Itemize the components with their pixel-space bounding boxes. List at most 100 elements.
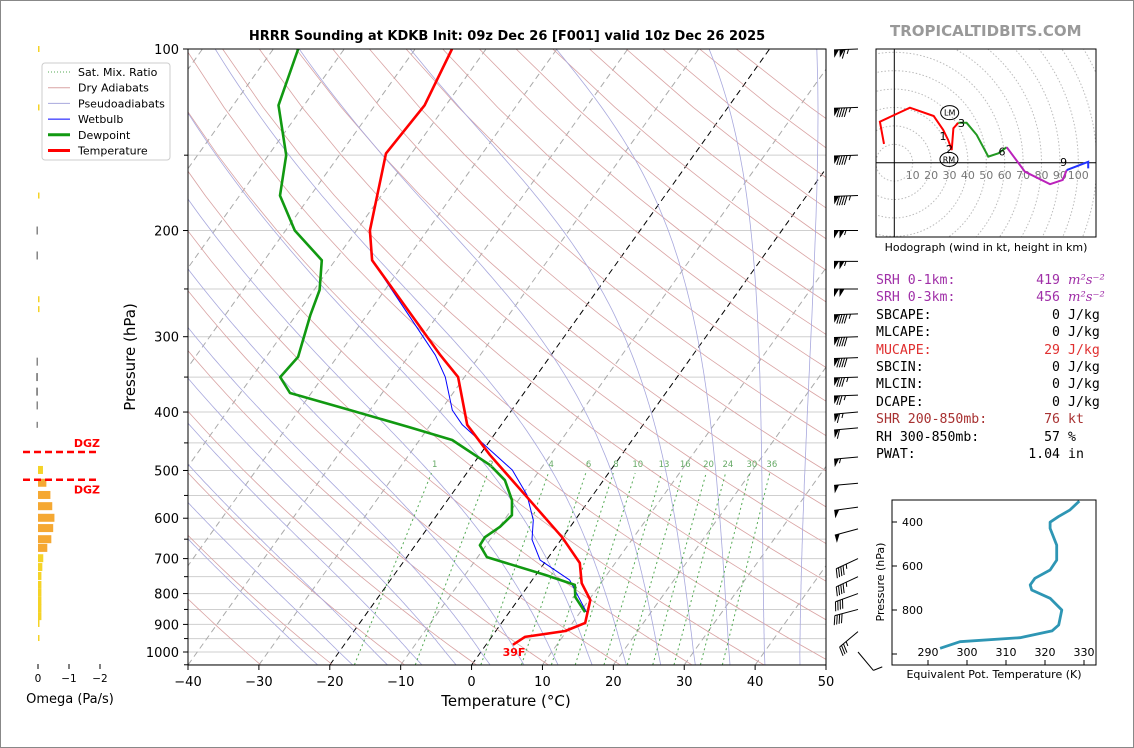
- skewt-axes: 1 2 4 6 8 10 13 16 20 24 30 36−40 −30 −20 −10 0 10 20 30 40…: [146, 43, 834, 690]
- y-tick-label: 300: [154, 331, 179, 346]
- dry-adiabat: [188, 170, 765, 665]
- storm-motion-marker: [939, 151, 959, 167]
- hodograph-frame: [875, 48, 1097, 238]
- stat-unit: kt: [1068, 412, 1084, 428]
- omega-bar: [36, 421, 38, 428]
- stat-row: RH 300-850mb: 57%: [876, 429, 1105, 446]
- x-tick-label: 40: [747, 675, 764, 690]
- y-tick-label: 700: [154, 553, 179, 568]
- x-tick-label: 20: [605, 675, 622, 690]
- hodograph-ring-label: 50: [979, 169, 993, 182]
- barb-line: [838, 395, 843, 405]
- omega-bar: [38, 478, 47, 487]
- barb-staff: [833, 106, 859, 109]
- barb-staff: [833, 336, 859, 339]
- wind-barb: [834, 456, 859, 468]
- y-tick-label: 100: [154, 43, 179, 58]
- stat-value: 0: [1052, 394, 1060, 410]
- brand-watermark: TROPICALTIDBITS.COM: [890, 22, 1082, 40]
- x-tick-label: 10: [534, 675, 551, 690]
- stat-row: MLCIN: 0 J/kg: [876, 376, 1105, 393]
- barb-half: [848, 107, 851, 113]
- legend-label: Pseudoadiabats: [78, 97, 165, 110]
- y-axis-label: Pressure (hPa): [121, 303, 139, 411]
- barb-line: [873, 666, 883, 671]
- barb-line: [838, 377, 843, 387]
- barb-line: [840, 584, 843, 595]
- barb-staff: [834, 506, 859, 511]
- pseudoadiabat: [188, 377, 457, 665]
- dry-adiabat: [515, 49, 826, 303]
- stat-row: MUCAPE: 29 J/kg: [876, 342, 1105, 359]
- mixing-ratio-label: 36: [766, 460, 777, 470]
- barb-line: [838, 567, 841, 578]
- x-tick-label: −30: [245, 675, 272, 690]
- barb-line: [836, 314, 840, 324]
- omega-bar: [36, 251, 38, 260]
- wind-barbs: [825, 48, 883, 671]
- barb-half: [845, 641, 849, 647]
- storm-motion-marker: [940, 105, 960, 121]
- mixing-ratio-line: [550, 472, 614, 665]
- theta-e-y-label: 800: [902, 604, 923, 617]
- hodograph-ring-label: 100: [1068, 169, 1089, 182]
- omega-bar: [38, 618, 40, 627]
- theta-e-panel: 400 600 800 290 300 310 320 330 Equivalent Pot. …: [874, 499, 1097, 681]
- mixing-ratio-label: 30: [746, 460, 757, 470]
- pseudoadiabat: [214, 49, 627, 665]
- wind-barb: [834, 230, 858, 239]
- dry-adiabat: [405, 49, 826, 402]
- wind-barb: [839, 631, 859, 657]
- dry-adiabat: [479, 49, 826, 335]
- barb-line: [838, 585, 841, 596]
- wind-barb: [834, 506, 859, 519]
- wind-barb: [834, 528, 859, 543]
- barb-flag: [834, 533, 840, 543]
- wind-barb: [833, 48, 859, 59]
- temperature-line: [368, 49, 592, 646]
- mixing-ratio-line: [603, 472, 662, 665]
- wind-barb: [833, 106, 859, 118]
- storm-motion-label: RM: [943, 155, 956, 164]
- barb-flag: [834, 337, 840, 346]
- omega-bar: [38, 543, 48, 552]
- mixing-ratio-line: [574, 472, 636, 665]
- barb-line: [841, 49, 846, 59]
- stat-value: 419: [1036, 273, 1060, 288]
- barb-line: [836, 155, 840, 166]
- barb-staff: [839, 631, 859, 648]
- barb-staff: [836, 558, 859, 570]
- barb-staff: [836, 576, 859, 588]
- barb-line: [842, 643, 848, 653]
- stat-label: SBCIN:: [876, 360, 924, 376]
- stat-label: DCAPE:: [876, 394, 924, 410]
- x-tick-label: 30: [676, 675, 693, 690]
- barb-flag: [834, 261, 839, 270]
- omega-axis-label: Omega (Pa/s): [26, 692, 114, 707]
- wind-barb: [833, 154, 859, 166]
- barb-half: [845, 582, 848, 587]
- barb-staff: [834, 411, 859, 415]
- theta-e-x-axis-label: Equivalent Pot. Temperature (K): [906, 668, 1081, 681]
- barb-flag: [834, 288, 839, 297]
- barb-line: [841, 195, 845, 206]
- omega-bar: [38, 635, 40, 642]
- omega-bar: [38, 104, 40, 111]
- barb-line: [843, 195, 848, 206]
- dry-adiabat: [188, 290, 621, 665]
- dry-adiabat: [258, 49, 826, 545]
- theta-e-y-axis-label: Pressure (hPa): [874, 543, 887, 622]
- barb-line: [836, 413, 841, 423]
- hodograph-segment: [958, 121, 1008, 158]
- stat-row: SBCAPE: 0 J/kg: [876, 307, 1105, 324]
- surface-temp-label: 39F: [503, 646, 526, 659]
- stat-row: MLCAPE: 0 J/kg: [876, 324, 1105, 341]
- mixing-ratio-label: 1: [432, 460, 437, 470]
- mixing-ratio-label: 13: [659, 460, 670, 470]
- x-axis-label: Temperature (°C): [440, 692, 570, 710]
- storm-motion-label: LM: [944, 109, 955, 118]
- stat-label: MLCAPE:: [876, 325, 932, 341]
- mixing-ratio-label: 10: [632, 460, 643, 470]
- theta-e-frame: [891, 499, 1097, 666]
